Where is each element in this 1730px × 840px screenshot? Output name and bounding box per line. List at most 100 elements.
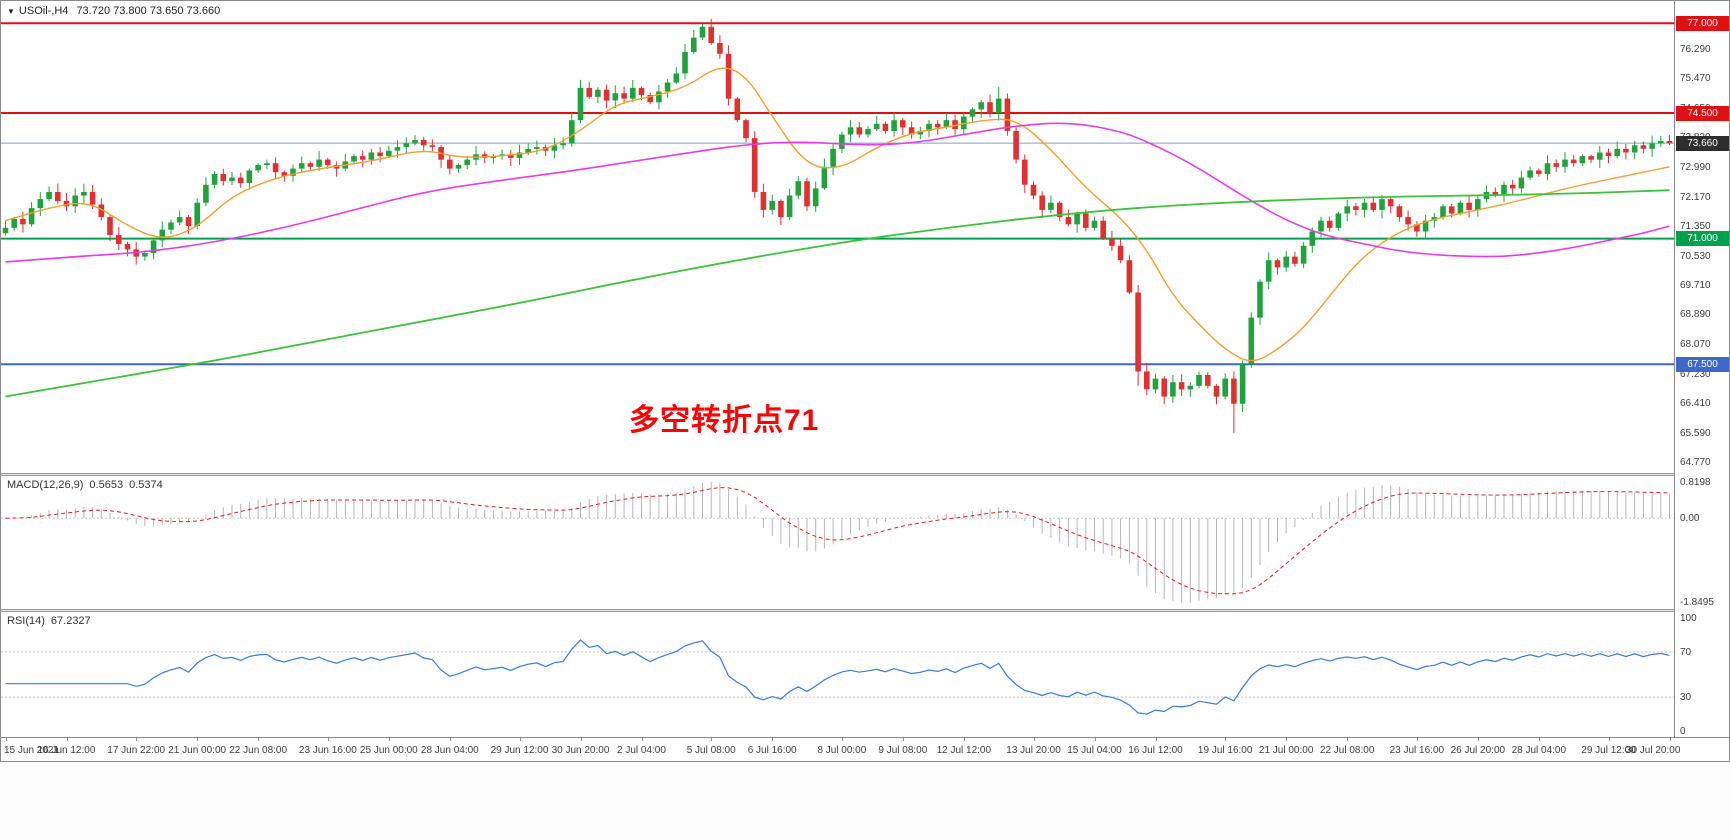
time-label: 16 Jul 12:00 xyxy=(1128,745,1183,756)
price-badge: 74.500 xyxy=(1676,105,1729,121)
time-label: 13 Jul 20:00 xyxy=(1006,745,1061,756)
time-label: 29 Jul 12:00 xyxy=(1581,745,1636,756)
time-tick xyxy=(388,738,390,741)
time-label: 23 Jul 16:00 xyxy=(1389,745,1445,756)
price-axis[interactable]: 76.29075.47074.65073.83072.99072.17071.3… xyxy=(1674,1,1729,737)
time-axis[interactable]: 15 Jun 2021 16 Jun 12:00 17 Jun 22:00 21 Ju… xyxy=(1,737,1729,761)
time-tick xyxy=(327,738,329,741)
time-label: 26 Jul 20:00 xyxy=(1450,745,1506,756)
price-tick-label: 68.890 xyxy=(1680,309,1711,321)
time-label: 23 Jun 16:00 xyxy=(298,745,357,756)
main-chart-canvas[interactable] xyxy=(1,1,1674,473)
price-tick-label: 66.410 xyxy=(1680,398,1711,410)
symbol-ohlc-values: 73.720 73.800 73.650 73.660 xyxy=(76,5,221,17)
time-tick xyxy=(1347,738,1349,741)
time-tick xyxy=(711,738,713,741)
time-tick xyxy=(1286,738,1288,741)
macd-name: MACD(12,26,9) xyxy=(7,479,84,491)
macd-axis-label: 0.00 xyxy=(1680,513,1700,525)
price-tick-label: 70.530 xyxy=(1680,250,1711,262)
price-tick-label: 76.290 xyxy=(1680,43,1711,55)
rsi-axis-label: 30 xyxy=(1680,692,1692,704)
time-label: 8 Jul 00:00 xyxy=(817,745,867,756)
time-label: 22 Jul 08:00 xyxy=(1319,745,1375,756)
chart-annotation-text[interactable]: 多空转折点71 xyxy=(629,404,820,437)
time-label: 21 Jul 00:00 xyxy=(1258,745,1314,756)
time-label: 19 Jul 16:00 xyxy=(1197,745,1253,756)
time-tick xyxy=(1608,738,1610,741)
rsi-value: 67.2327 xyxy=(50,615,91,627)
rsi-canvas[interactable] xyxy=(1,612,1674,737)
time-label: 30 Jun 20:00 xyxy=(551,745,610,756)
price-tick-label: 71.350 xyxy=(1680,221,1711,233)
rsi-axis-label: 70 xyxy=(1680,646,1692,658)
time-tick xyxy=(1033,738,1035,741)
ma-line-slow-green xyxy=(5,189,1670,398)
symbol-info: ▼ USOil-,H4 73.720 73.800 73.650 73.660 xyxy=(7,5,220,17)
macd-signal-line xyxy=(5,487,1670,595)
time-tick xyxy=(1538,738,1540,741)
panel-splitter[interactable] xyxy=(1,473,1729,476)
time-label: 6 Jul 16:00 xyxy=(747,745,797,756)
price-badge: 77.000 xyxy=(1676,15,1729,31)
macd-axis-label: -1.8495 xyxy=(1680,597,1714,608)
time-label: 17 Jun 22:00 xyxy=(107,745,166,756)
rsi-name: RSI(14) xyxy=(7,615,45,627)
time-tick xyxy=(1669,738,1671,741)
main-chart-panel: ▼ USOil-,H4 73.720 73.800 73.650 73.660 多空… xyxy=(1,1,1674,473)
time-tick xyxy=(1225,738,1227,741)
time-tick xyxy=(136,738,138,741)
symbol-marker-icon: ▼ xyxy=(7,7,15,16)
panel-splitter[interactable] xyxy=(1,609,1729,612)
time-label: 9 Jul 08:00 xyxy=(878,745,928,756)
time-label: 2 Jul 04:00 xyxy=(617,745,666,756)
time-tick xyxy=(519,738,521,741)
macd-value-main: 0.5653 xyxy=(89,479,124,491)
time-label: 28 Jul 04:00 xyxy=(1511,745,1567,756)
price-badge: 71.000 xyxy=(1676,231,1729,247)
time-tick xyxy=(641,738,643,741)
time-label: 22 Jun 08:00 xyxy=(229,745,288,756)
macd-panel: MACD(12,26,9) 0.5653 0.5374 xyxy=(1,476,1674,609)
macd-label: MACD(12,26,9) 0.5653 0.5374 xyxy=(7,479,163,491)
price-tick-label: 69.710 xyxy=(1680,279,1711,291)
price-badge: 73.660 xyxy=(1676,135,1729,151)
time-label: 30 Jul 20:00 xyxy=(1625,745,1681,756)
time-tick xyxy=(841,738,843,741)
time-label: 15 Jul 04:00 xyxy=(1067,745,1122,756)
price-tick-label: 75.470 xyxy=(1680,73,1711,85)
rsi-axis-label: 0 xyxy=(1680,726,1686,737)
time-label: 25 Jun 00:00 xyxy=(359,745,418,756)
time-tick xyxy=(66,738,68,741)
price-tick-label: 65.590 xyxy=(1680,427,1711,439)
rsi-line xyxy=(5,639,1670,715)
time-label: 16 Jun 12:00 xyxy=(37,745,96,756)
time-tick xyxy=(258,738,260,741)
time-label: 5 Jul 08:00 xyxy=(686,745,736,756)
time-tick xyxy=(1416,738,1418,741)
time-tick xyxy=(449,738,451,741)
time-label: 28 Jun 04:00 xyxy=(420,745,479,756)
chart-window: ▼ USOil-,H4 73.720 73.800 73.650 73.660 多空… xyxy=(0,0,1730,762)
rsi-label: RSI(14) 67.2327 xyxy=(7,615,91,627)
time-label: 15 Jun 2021 xyxy=(4,745,60,756)
horizontal-lines xyxy=(1,22,1674,366)
macd-canvas[interactable] xyxy=(1,476,1674,609)
time-tick xyxy=(1155,738,1157,741)
time-tick xyxy=(902,738,904,741)
time-tick xyxy=(5,738,7,741)
footer-area xyxy=(0,762,1730,840)
time-label: 29 Jun 12:00 xyxy=(490,745,549,756)
ma-line-mid-magenta xyxy=(5,122,1670,263)
moving-averages xyxy=(5,67,1670,398)
macd-histogram xyxy=(13,482,1670,603)
time-label: 12 Jul 12:00 xyxy=(936,745,992,756)
ma-line-fast-orange xyxy=(5,67,1670,362)
candles xyxy=(2,18,1673,433)
price-tick-label: 72.990 xyxy=(1680,162,1711,174)
price-tick-label: 67.230 xyxy=(1680,368,1711,380)
price-tick-label: 64.770 xyxy=(1680,457,1711,469)
time-tick xyxy=(963,738,965,741)
rsi-axis-label: 100 xyxy=(1680,613,1697,624)
time-tick xyxy=(1094,738,1096,741)
